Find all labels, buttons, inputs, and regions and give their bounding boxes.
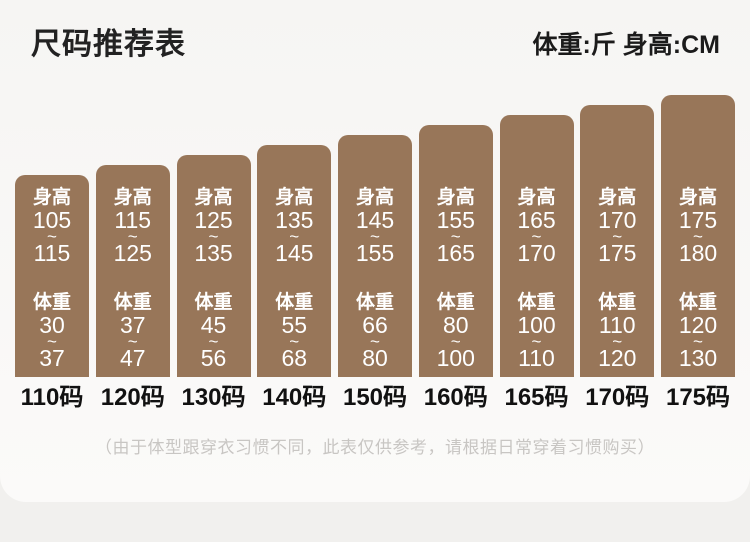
height-label: 身高 bbox=[355, 187, 394, 208]
height-max: 145 bbox=[275, 240, 314, 266]
tilde-icon: ~ bbox=[370, 332, 380, 351]
tilde-icon: ~ bbox=[289, 227, 300, 246]
height-max: 125 bbox=[113, 240, 152, 266]
size-label: 130码 bbox=[181, 384, 246, 411]
tilde-icon: ~ bbox=[47, 227, 57, 246]
tilde-icon: ~ bbox=[127, 332, 138, 351]
weight-label: 体重 bbox=[517, 292, 556, 313]
weight-max: 110 bbox=[518, 345, 555, 371]
height-max: 135 bbox=[194, 240, 233, 266]
weight-label: 体重 bbox=[678, 292, 717, 313]
tilde-icon: ~ bbox=[289, 332, 300, 351]
size-bar: 身高 165 ~170 体重 100 ~110 bbox=[499, 115, 574, 377]
weight-label: 体重 bbox=[32, 292, 71, 313]
height-min: 175 bbox=[678, 207, 718, 233]
weight-label: 体重 bbox=[355, 292, 394, 313]
height-min: 125 bbox=[194, 207, 233, 233]
height-min: 165 bbox=[517, 207, 556, 233]
weight-max: 80 bbox=[362, 345, 388, 371]
weight-label: 体重 bbox=[598, 292, 637, 313]
size-label: 110码 bbox=[20, 384, 84, 411]
weight-label: 体重 bbox=[436, 292, 475, 313]
size-label-row: 110码 120码 130码 140码 150码 160码 165码 170码 175码 bbox=[0, 384, 750, 414]
weight-min: 37 bbox=[119, 312, 146, 338]
height-min: 115 bbox=[114, 207, 152, 233]
height-min: 145 bbox=[355, 207, 395, 233]
disclaimer-note: （由于体型跟穿衣习惯不同，此表仅供参考，请根据日常穿着习惯购买） bbox=[95, 438, 655, 457]
height-max: 170 bbox=[517, 240, 556, 266]
size-bar: 身高 105 ~115 体重 30 ~37 bbox=[15, 175, 89, 377]
tilde-icon: ~ bbox=[531, 227, 542, 246]
tilde-icon: ~ bbox=[531, 332, 542, 351]
size-bar: 身高 175 ~180 体重 120 ~130 bbox=[661, 95, 735, 377]
tilde-icon: ~ bbox=[693, 332, 703, 351]
weight-label: 体重 bbox=[113, 292, 152, 313]
weight-min: 30 bbox=[39, 312, 65, 338]
height-min: 155 bbox=[436, 207, 475, 233]
tilde-icon: ~ bbox=[370, 227, 380, 246]
weight-max: 100 bbox=[436, 345, 475, 371]
weight-label: 体重 bbox=[194, 292, 233, 313]
weight-label: 体重 bbox=[275, 292, 314, 313]
weight-max: 37 bbox=[39, 345, 65, 371]
height-label: 身高 bbox=[32, 187, 71, 208]
tilde-icon: ~ bbox=[693, 227, 703, 246]
weight-max: 130 bbox=[678, 345, 718, 371]
tilde-icon: ~ bbox=[450, 227, 461, 246]
height-max: 180 bbox=[678, 240, 718, 266]
size-bar: 身高 155 ~165 体重 80 ~100 bbox=[418, 125, 493, 377]
size-label: 150码 bbox=[342, 384, 408, 411]
weight-min: 120 bbox=[678, 312, 718, 338]
weight-max: 120 bbox=[598, 345, 637, 371]
height-max: 175 bbox=[598, 240, 637, 266]
height-label: 身高 bbox=[436, 187, 475, 208]
weight-min: 80 bbox=[442, 312, 469, 338]
height-label: 身高 bbox=[194, 187, 233, 208]
tilde-icon: ~ bbox=[450, 332, 461, 351]
height-min: 170 bbox=[598, 207, 637, 233]
tilde-icon: ~ bbox=[127, 227, 138, 246]
height-max: 115 bbox=[33, 240, 71, 266]
height-label: 身高 bbox=[598, 187, 637, 208]
size-label: 170码 bbox=[585, 384, 650, 411]
page-title: 尺码推荐表 bbox=[31, 28, 186, 61]
weight-min: 45 bbox=[200, 312, 227, 338]
size-label: 120码 bbox=[100, 384, 165, 411]
tilde-icon: ~ bbox=[208, 227, 219, 246]
weight-min: 100 bbox=[517, 312, 556, 338]
size-chart-card: 尺码推荐表 体重:斤 身高:CM 身高 105 ~115 体重 30 ~37 身高 115 ~1… bbox=[0, 0, 750, 502]
weight-max: 47 bbox=[119, 345, 146, 371]
weight-min: 55 bbox=[281, 312, 308, 338]
tilde-icon: ~ bbox=[208, 332, 219, 351]
height-label: 身高 bbox=[678, 187, 717, 208]
size-label: 160码 bbox=[423, 384, 488, 411]
size-bar: 身高 125 ~135 体重 45 ~56 bbox=[176, 155, 251, 377]
height-max: 165 bbox=[436, 240, 475, 266]
height-label: 身高 bbox=[517, 187, 556, 208]
tilde-icon: ~ bbox=[612, 332, 623, 351]
weight-max: 56 bbox=[200, 345, 227, 371]
size-bar-chart: 身高 105 ~115 体重 30 ~37 身高 115 ~125 体重 37 ~47 身高 125 ~13… bbox=[15, 95, 735, 377]
height-label: 身高 bbox=[113, 187, 152, 208]
weight-max: 68 bbox=[281, 345, 308, 371]
height-min: 105 bbox=[32, 207, 72, 233]
tilde-icon: ~ bbox=[612, 227, 623, 246]
size-bar: 身高 145 ~155 体重 66 ~80 bbox=[338, 135, 412, 377]
weight-min: 110 bbox=[598, 312, 636, 338]
tilde-icon: ~ bbox=[47, 332, 57, 351]
size-label: 165码 bbox=[504, 384, 569, 411]
size-label: 140码 bbox=[262, 384, 327, 411]
height-max: 155 bbox=[355, 240, 395, 266]
size-bar: 身高 170 ~175 体重 110 ~120 bbox=[580, 105, 655, 377]
weight-min: 66 bbox=[362, 312, 388, 338]
size-bar: 身高 115 ~125 体重 37 ~47 bbox=[95, 165, 170, 377]
height-min: 135 bbox=[275, 207, 314, 233]
units-label: 体重:斤 身高:CM bbox=[532, 31, 720, 59]
height-label: 身高 bbox=[275, 187, 314, 208]
size-bar: 身高 135 ~145 体重 55 ~68 bbox=[257, 145, 332, 377]
size-label: 175码 bbox=[665, 384, 731, 411]
